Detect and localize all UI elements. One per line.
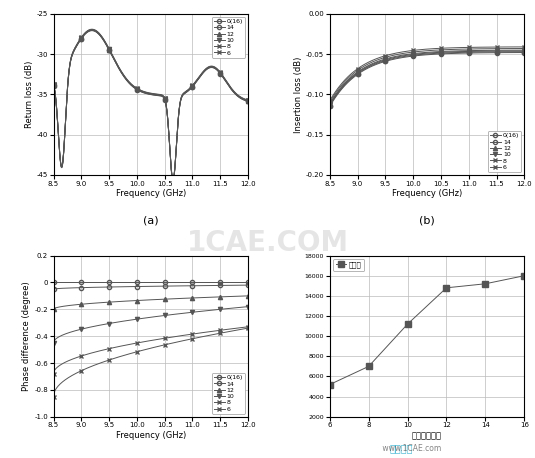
Text: (c): (c) [143,457,158,458]
X-axis label: Frequency (GHz): Frequency (GHz) [116,189,186,198]
Y-axis label: Phase difference (degree): Phase difference (degree) [22,281,32,391]
X-axis label: Frequency (GHz): Frequency (GHz) [116,431,186,440]
Text: (b): (b) [419,215,435,225]
Y-axis label: Insertion loss (dB): Insertion loss (dB) [294,56,303,132]
Text: (a): (a) [143,215,158,225]
Text: 仿真在线: 仿真在线 [389,443,413,453]
Text: (d): (d) [419,457,435,458]
Legend: 0(16), 14, 12, 10, 8, 6: 0(16), 14, 12, 10, 8, 6 [212,17,245,58]
X-axis label: Frequency (GHz): Frequency (GHz) [392,189,462,198]
网格数 [444,285,450,290]
Legend: 0(16), 14, 12, 10, 8, 6: 0(16), 14, 12, 10, 8, 6 [212,373,245,414]
网格数 [326,382,333,387]
Y-axis label: Return loss (dB): Return loss (dB) [25,60,34,128]
Text: www.1CAE.com: www.1CAE.com [361,444,441,453]
Legend: 0(16), 14, 12, 10, 8, 6: 0(16), 14, 12, 10, 8, 6 [488,131,521,172]
X-axis label: 面阵网格划分: 面阵网格划分 [412,431,442,440]
网格数 [482,281,488,287]
Text: 1CAE.COM: 1CAE.COM [186,229,349,257]
网格数 [365,364,372,369]
网格数 [404,322,411,327]
网格数 [521,273,528,278]
Legend: 网格数: 网格数 [333,259,364,271]
Line: 网格数: 网格数 [327,273,527,387]
